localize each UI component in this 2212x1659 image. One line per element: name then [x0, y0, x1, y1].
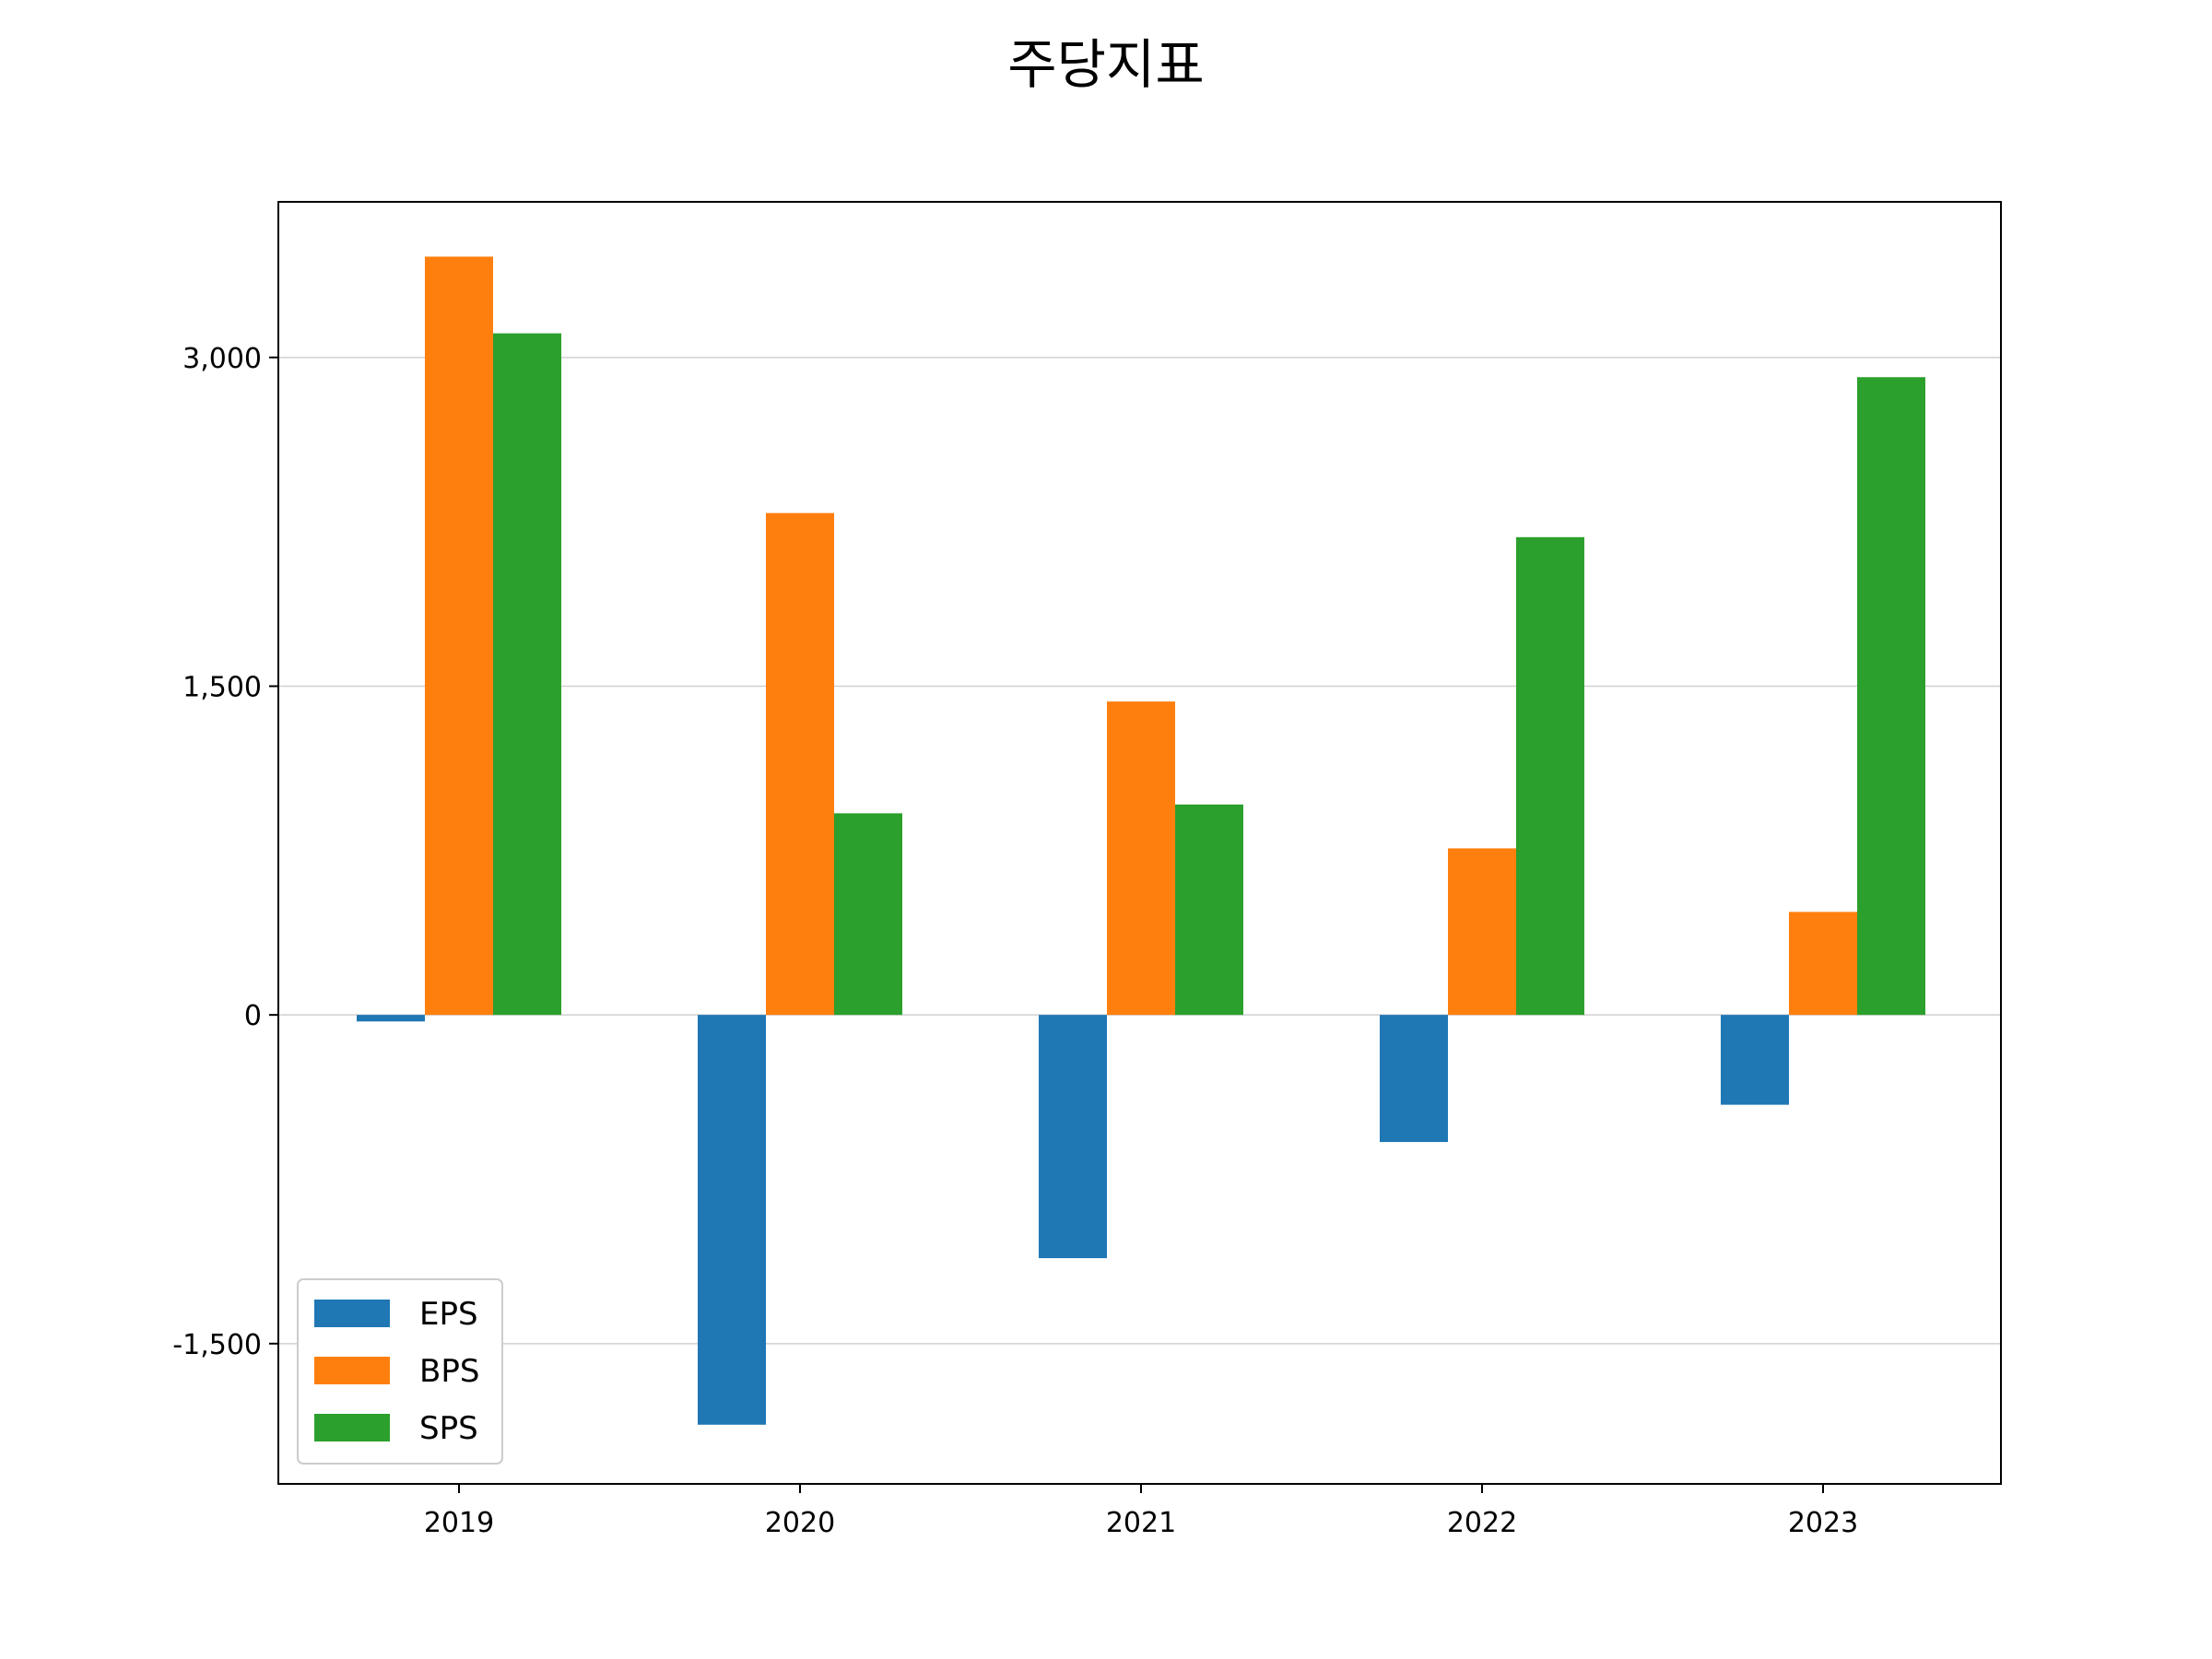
legend: EPS BPS SPS — [297, 1278, 503, 1465]
bar-bps-2022 — [1448, 848, 1516, 1016]
legend-swatch-bps — [314, 1357, 390, 1384]
bar-sps-2023 — [1857, 377, 1925, 1016]
bar-eps-2019 — [357, 1015, 425, 1022]
bar-bps-2021 — [1107, 701, 1175, 1016]
legend-label-sps: SPS — [419, 1410, 478, 1447]
legend-swatch-eps — [314, 1300, 390, 1327]
bar-bps-2023 — [1789, 912, 1857, 1016]
bar-sps-2021 — [1175, 804, 1243, 1016]
y-tick-label: 0 — [244, 1000, 262, 1032]
y-tick-label: 1,500 — [182, 671, 262, 703]
bar-eps-2023 — [1721, 1015, 1789, 1105]
legend-label-bps: BPS — [419, 1353, 479, 1390]
x-tick-label: 2022 — [1447, 1507, 1517, 1539]
bar-eps-2021 — [1039, 1015, 1107, 1259]
x-tick-label: 2021 — [1106, 1507, 1176, 1539]
legend-label-eps: EPS — [419, 1296, 478, 1333]
plot-frame — [277, 201, 2002, 1485]
chart-title: 주당지표 — [1007, 33, 1204, 96]
bar-eps-2020 — [698, 1015, 766, 1425]
y-tick-label: 3,000 — [182, 343, 262, 375]
x-tick-label: 2023 — [1788, 1507, 1858, 1539]
y-axis: -1,500 0 1,500 3,000 — [172, 343, 278, 1361]
bar-bps-2019 — [425, 256, 493, 1016]
grid-lines — [278, 357, 2001, 1345]
x-tick-label: 2020 — [765, 1507, 835, 1539]
bar-sps-2022 — [1516, 536, 1584, 1016]
y-tick-label: -1,500 — [172, 1329, 262, 1361]
bar-eps-2022 — [1380, 1015, 1448, 1143]
x-axis: 2019 2020 2021 2022 2023 — [424, 1484, 1858, 1539]
bars — [357, 256, 1925, 1425]
bar-sps-2020 — [834, 813, 902, 1016]
legend-swatch-sps — [314, 1414, 390, 1441]
bar-bps-2020 — [766, 512, 834, 1016]
bar-sps-2019 — [493, 333, 561, 1016]
x-tick-label: 2019 — [424, 1507, 494, 1539]
